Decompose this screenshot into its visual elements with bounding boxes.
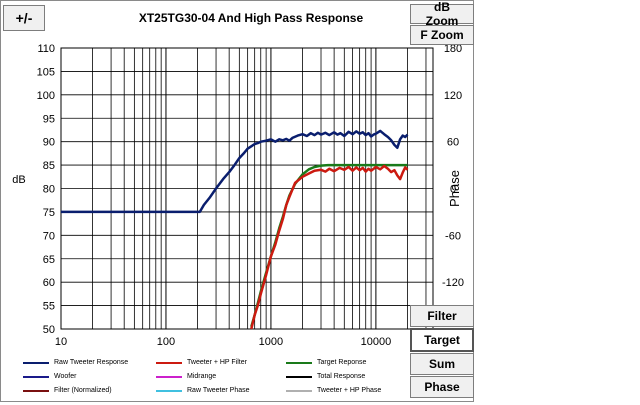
y-tick-label: 85 — [43, 160, 55, 172]
legend-label: Woofer — [54, 373, 77, 380]
series-layer — [61, 129, 409, 330]
y2-tick-label: 60 — [447, 137, 459, 149]
y-tick-label: 75 — [43, 207, 55, 219]
y2-tick-label: -60 — [445, 230, 461, 242]
legend-label: Tweeter + HP Filter — [187, 359, 247, 366]
legend-label: Target Reponse — [317, 359, 367, 366]
db-zoom-button[interactable]: dB Zoom — [410, 0, 474, 28]
y2-tick-label: -120 — [442, 277, 464, 289]
legend-label: Midrange — [187, 373, 217, 380]
sum-button[interactable]: Sum — [410, 353, 474, 375]
y-tick-label: 60 — [43, 277, 55, 289]
y-tick-label: 100 — [37, 90, 55, 102]
legend-swatch — [286, 376, 312, 378]
legend-swatch — [156, 362, 182, 364]
y2-tick-label: 180 — [444, 43, 462, 55]
y-tick-label: 70 — [43, 230, 55, 242]
y2-tick-label: 120 — [444, 90, 462, 102]
target-button[interactable]: Target — [410, 328, 474, 352]
chart-plot: 50 55 60 65 70 75 80 85 90 95 100 105 110 -120 -60 0 60 1… — [12, 43, 464, 348]
y-axis-label: dB — [12, 174, 25, 186]
x-tick-label: 10 — [55, 336, 67, 348]
y-tick-label: 90 — [43, 137, 55, 149]
legend-label: Filter (Normalized) — [54, 387, 112, 394]
f-zoom-button[interactable]: F Zoom — [410, 25, 474, 45]
plot-frame — [60, 47, 434, 330]
legend-swatch — [156, 376, 182, 378]
series-line — [250, 164, 409, 330]
x-tick-label: 1000 — [259, 336, 283, 348]
y-tick-label: 80 — [43, 184, 55, 196]
x-tick-label: 10000 — [361, 336, 392, 348]
legend-label: Total Response — [317, 373, 366, 380]
y-tick-label: 105 — [37, 66, 55, 78]
y-tick-label: 50 — [43, 324, 55, 336]
series-line — [61, 129, 409, 214]
legend-label: Raw Tweeter Response — [54, 359, 129, 366]
plus-minus-button[interactable]: +/- — [3, 5, 45, 31]
legend-swatch — [286, 362, 312, 364]
y-tick-label: 55 — [43, 301, 55, 313]
y-tick-label: 65 — [43, 254, 55, 266]
chart-title: XT25TG30-04 And High Pass Response — [138, 11, 364, 25]
y2-axis-label: Phase — [447, 170, 462, 207]
filter-button[interactable]: Filter — [410, 305, 474, 327]
app-window: +/- XT25TG30-04 And High Pass Response 5… — [0, 0, 474, 402]
y-tick-label: 110 — [37, 43, 55, 55]
legend-swatch — [23, 376, 49, 378]
legend-swatch — [156, 390, 182, 392]
x-tick-label: 100 — [157, 336, 175, 348]
axis-layer: 50 55 60 65 70 75 80 85 90 95 100 105 110 -120 -60 0 60 1… — [12, 43, 464, 348]
legend-swatch — [23, 390, 49, 392]
legend-swatch — [286, 390, 312, 392]
grid-layer — [60, 47, 434, 330]
phase-button[interactable]: Phase — [410, 376, 474, 398]
legend-swatch — [23, 362, 49, 364]
y2-tick-label: 0 — [450, 184, 456, 196]
y-tick-label: 95 — [43, 113, 55, 125]
legend-label: Tweeter + HP Phase — [317, 387, 382, 394]
blank-area — [474, 0, 640, 405]
legend-label: Raw Tweeter Phase — [187, 387, 250, 394]
